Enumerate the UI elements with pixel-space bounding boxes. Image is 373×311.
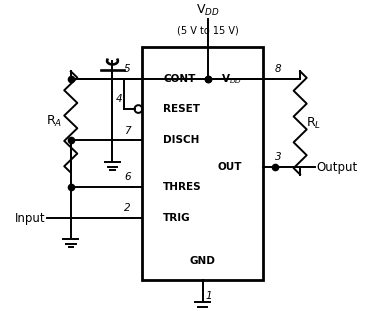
Text: 3: 3	[275, 152, 281, 162]
Text: 8: 8	[275, 64, 281, 74]
Text: GND: GND	[189, 256, 216, 266]
Text: 1: 1	[206, 291, 212, 301]
Bar	[142, 48, 263, 280]
Text: V$_{DD}$: V$_{DD}$	[221, 72, 242, 86]
Text: CONT: CONT	[163, 74, 195, 84]
Text: OUT: OUT	[217, 162, 242, 172]
Text: 6: 6	[124, 172, 131, 182]
Text: RESET: RESET	[163, 104, 200, 114]
Text: V$_{DD}$: V$_{DD}$	[196, 2, 220, 18]
Text: 4: 4	[116, 94, 123, 104]
Text: Output: Output	[317, 160, 358, 174]
Text: (5 V to 15 V): (5 V to 15 V)	[177, 26, 239, 35]
Text: THRES: THRES	[163, 182, 202, 192]
Text: R$_A$: R$_A$	[46, 114, 63, 129]
Text: 2: 2	[124, 203, 131, 213]
Text: TRIG: TRIG	[163, 213, 191, 223]
Text: 5: 5	[124, 64, 131, 74]
Text: Input: Input	[15, 212, 46, 225]
Text: DISCH: DISCH	[163, 135, 200, 146]
Text: R$_L$: R$_L$	[306, 115, 321, 131]
Text: 7: 7	[124, 126, 131, 136]
